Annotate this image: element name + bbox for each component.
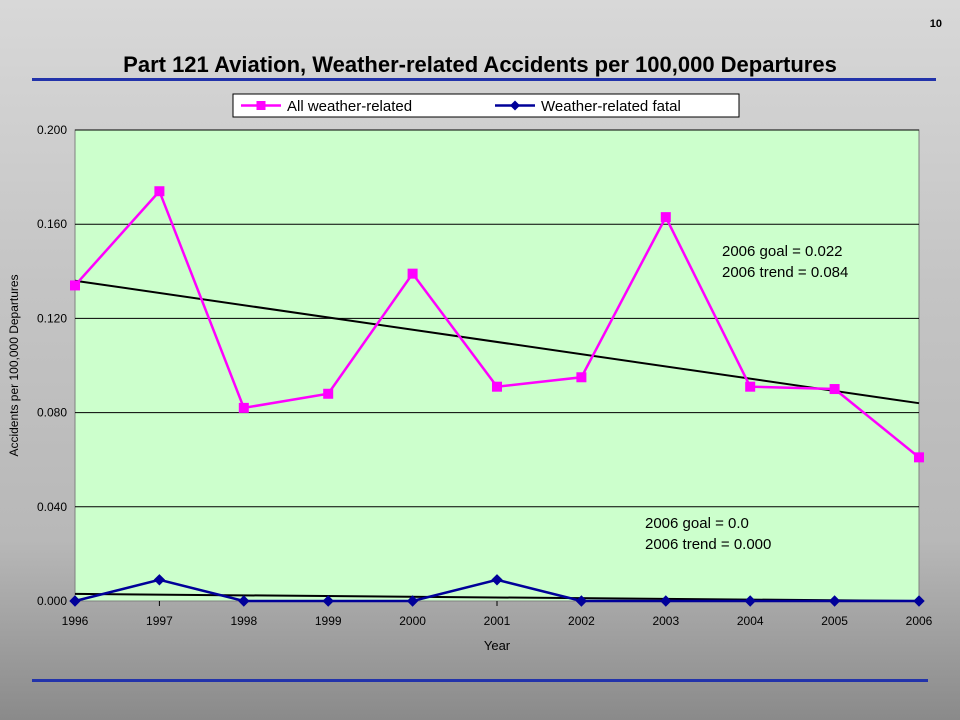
legend-label: Weather-related fatal <box>541 98 681 115</box>
data-point <box>323 388 334 399</box>
x-tick-label: 2004 <box>737 614 764 628</box>
annotation-text: 2006 goal = 0.022 <box>722 243 843 260</box>
x-axis-title: Year <box>484 638 511 653</box>
y-tick-label: 0.200 <box>37 123 67 137</box>
data-point <box>406 595 419 607</box>
data-point <box>828 595 841 607</box>
data-point <box>914 452 924 463</box>
data-point <box>238 402 249 413</box>
data-point <box>829 384 840 395</box>
data-point <box>238 595 250 607</box>
x-tick-label: 2001 <box>484 614 511 628</box>
data-point <box>153 574 166 586</box>
y-tick-label: 0.000 <box>37 594 67 608</box>
legend-swatch-marker <box>256 101 266 110</box>
y-tick-label: 0.160 <box>37 217 67 231</box>
data-point <box>576 372 587 383</box>
data-point <box>69 595 81 607</box>
y-axis-title: Accidents per 100,000 Departures <box>7 274 21 456</box>
x-tick-label: 1999 <box>315 614 342 628</box>
legend-label: All weather-related <box>287 98 412 115</box>
slide-title: Part 121 Aviation, Weather-related Accid… <box>123 52 837 77</box>
data-point <box>744 595 756 607</box>
trend-line <box>74 279 920 405</box>
y-tick-label: 0.040 <box>37 500 67 514</box>
legend <box>232 93 740 118</box>
data-point <box>491 574 503 586</box>
legend-swatch-marker <box>510 100 520 111</box>
data-point <box>913 595 925 607</box>
top-rule <box>32 78 936 81</box>
annotation-text: 2006 trend = 0.084 <box>722 264 848 281</box>
data-point <box>660 595 672 607</box>
data-point <box>492 381 502 392</box>
data-point <box>407 268 418 279</box>
y-tick-label: 0.080 <box>37 406 67 420</box>
data-point <box>575 595 588 607</box>
annotation-text: 2006 trend = 0.000 <box>645 536 771 553</box>
x-tick-label: 2002 <box>568 614 595 628</box>
x-tick-label: 2006 <box>906 614 933 628</box>
bottom-rule <box>32 679 928 682</box>
data-point <box>322 595 334 607</box>
data-point <box>70 280 80 291</box>
x-tick-label: 1997 <box>146 614 173 628</box>
annotation-text: 2006 goal = 0.0 <box>645 515 749 532</box>
data-point <box>154 186 165 197</box>
x-tick-label: 2003 <box>652 614 679 628</box>
data-point <box>660 212 671 223</box>
x-tick-label: 2000 <box>399 614 426 628</box>
y-tick-label: 0.120 <box>37 311 67 325</box>
x-tick-label: 2005 <box>821 614 848 628</box>
page-number: 10 <box>929 18 942 30</box>
plot-area <box>74 129 920 602</box>
x-tick-label: 1998 <box>230 614 257 628</box>
data-point <box>745 381 756 392</box>
x-tick-label: 1996 <box>62 614 89 628</box>
